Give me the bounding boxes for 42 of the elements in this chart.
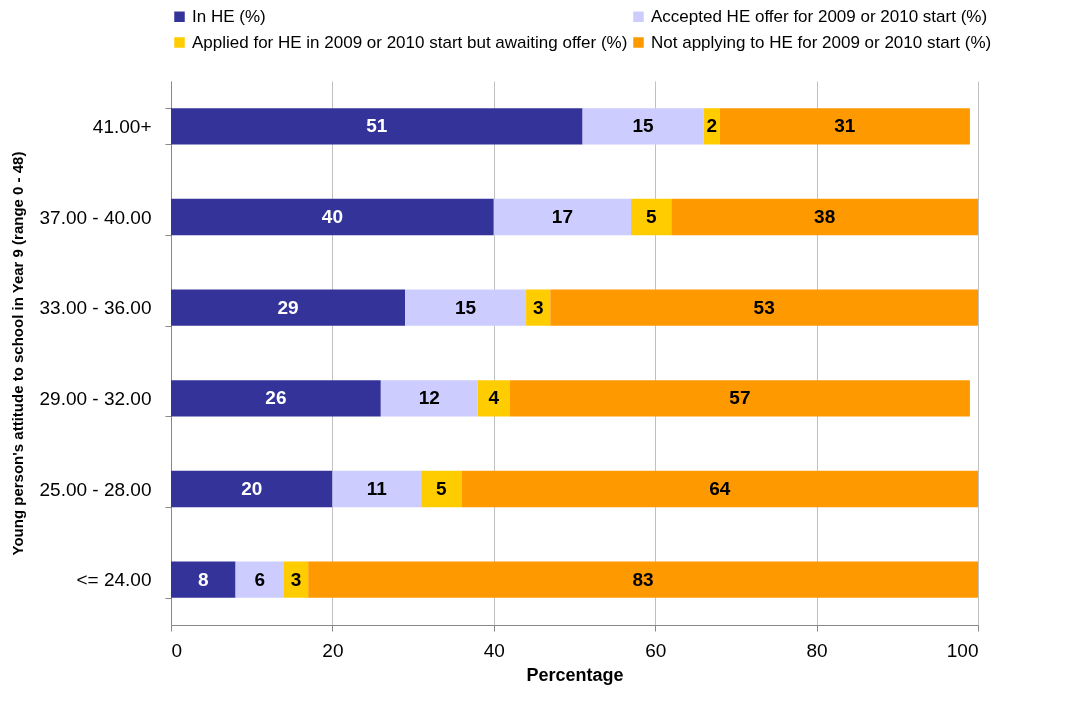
- data-label: 5: [436, 478, 448, 499]
- data-label: 6: [254, 568, 266, 590]
- data-label: 8: [197, 568, 209, 590]
- data-label: 31: [834, 115, 856, 137]
- data-label: 17: [551, 206, 573, 227]
- data-label: 2: [706, 115, 717, 137]
- data-label: 3: [532, 296, 544, 318]
- y-tick-label: <= 24.00: [76, 569, 152, 591]
- data-label: 11: [366, 478, 388, 499]
- legend-label: Accepted HE offer for 2009 or 2010 start (%): [651, 6, 988, 26]
- data-label: 51: [366, 115, 388, 137]
- data-label: 83: [632, 568, 654, 590]
- legend-label: Not applying to HE for 2009 or 2010 start (%): [651, 32, 992, 52]
- x-tick-label: 60: [645, 639, 667, 661]
- data-label: 12: [418, 387, 440, 409]
- data-label: 53: [753, 296, 775, 318]
- data-label: 5: [645, 206, 657, 227]
- data-label: 20: [241, 478, 263, 499]
- x-axis-title: Percentage: [526, 664, 624, 685]
- y-tick-label: 29.00 - 32.00: [39, 387, 152, 409]
- x-tick-label: 20: [322, 639, 344, 661]
- x-tick-label: 40: [483, 639, 505, 661]
- data-label: 15: [632, 115, 655, 137]
- data-label: 15: [454, 296, 477, 318]
- data-label: 40: [321, 206, 343, 227]
- data-label: 3: [290, 568, 302, 590]
- data-label: 64: [709, 478, 731, 499]
- x-tick-label: 100: [946, 639, 979, 661]
- legend-label: Applied for HE in 2009 or 2010 start but awaiting offer (%): [192, 32, 628, 52]
- y-tick-label: 33.00 - 36.00: [39, 297, 152, 319]
- legend-label: In HE (%): [192, 6, 266, 26]
- y-tick-label: 37.00 - 40.00: [39, 206, 152, 228]
- data-label: 29: [277, 296, 299, 318]
- x-tick-label: 0: [171, 639, 183, 661]
- data-label: 4: [488, 387, 500, 409]
- data-label: 57: [729, 387, 751, 409]
- y-axis-title: Young person's attitude to school in Year 9 (range 0 - 48): [8, 151, 26, 556]
- y-tick-label: 25.00 - 28.00: [39, 478, 152, 500]
- data-label: 26: [265, 387, 287, 409]
- y-tick-label: 41.00+: [92, 115, 152, 137]
- data-label: 38: [814, 206, 836, 227]
- x-tick-label: 80: [806, 639, 828, 661]
